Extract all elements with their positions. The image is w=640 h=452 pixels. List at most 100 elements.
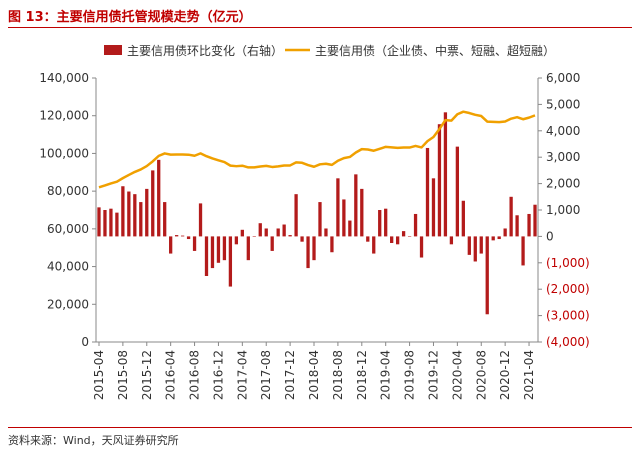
x-tick-label: 2020-08 <box>474 350 488 400</box>
bar-change <box>527 213 531 237</box>
left-tick-label: 140,000 <box>39 71 89 85</box>
bar-change <box>330 236 334 253</box>
bar-change <box>336 178 340 237</box>
bar-change <box>503 228 507 237</box>
x-tick-label: 2016-12 <box>211 350 225 400</box>
bar-change <box>401 231 406 237</box>
x-tick-label: 2016-04 <box>164 350 178 400</box>
legend-line-label: 主要信用债（企业债、中票、短融、超短融） <box>315 43 555 58</box>
bar-change <box>145 188 149 237</box>
bar-change <box>282 224 286 237</box>
bar-change <box>372 236 376 254</box>
left-tick-label: 80,000 <box>47 184 89 198</box>
bar-change <box>216 236 221 263</box>
bar-change <box>312 236 316 261</box>
bar-change <box>485 236 489 315</box>
right-tick-label: (2,000) <box>546 282 590 296</box>
bar-change <box>324 228 328 237</box>
left-tick-label: 60,000 <box>47 222 89 236</box>
right-tick-label: 2,000 <box>546 177 580 191</box>
bar-change <box>467 236 471 255</box>
bar-change <box>288 235 292 237</box>
source-divider <box>8 427 632 428</box>
x-tick-label: 2017-04 <box>235 350 249 400</box>
bar-change <box>115 212 119 237</box>
left-tick-label: 0 <box>81 335 89 349</box>
left-tick-label: 120,000 <box>39 109 89 123</box>
bar-change <box>491 236 495 241</box>
bar-change <box>252 236 256 237</box>
bar-change <box>419 236 424 258</box>
x-tick-label: 2019-12 <box>426 350 440 400</box>
bar-change <box>449 236 454 245</box>
bar-change <box>234 236 239 245</box>
legend-bar-label: 主要信用债环比变化（右轴） <box>127 43 283 58</box>
bar-change <box>240 229 244 237</box>
bar-change <box>186 236 191 240</box>
left-tick-label: 40,000 <box>47 260 89 274</box>
legend-bar-swatch <box>104 45 122 55</box>
x-tick-label: 2015-12 <box>140 350 154 400</box>
right-tick-label: (3,000) <box>546 309 590 323</box>
bar-change <box>109 208 113 237</box>
left-tick-label: 100,000 <box>39 146 89 160</box>
bar-change <box>97 207 101 237</box>
x-tick-label: 2018-12 <box>355 350 369 400</box>
bar-change <box>121 186 125 237</box>
bar-change <box>521 236 525 266</box>
bar-change <box>306 236 310 269</box>
right-tick-label: 3,000 <box>546 150 580 164</box>
bar-change <box>198 203 203 237</box>
left-tick-label: 20,000 <box>47 297 89 311</box>
bar-change <box>431 178 436 237</box>
bar-change <box>479 236 483 254</box>
right-tick-label: 6,000 <box>546 71 580 85</box>
x-tick-label: 2017-12 <box>283 350 297 400</box>
bar-change <box>413 213 418 237</box>
legend: 主要信用债环比变化（右轴） 主要信用债（企业债、中票、短融、超短融） <box>104 43 555 58</box>
bar-change <box>407 236 412 237</box>
bar-change <box>133 194 137 237</box>
x-tick-label: 2016-08 <box>188 350 202 400</box>
bar-change <box>455 146 460 237</box>
right-tick-label: (4,000) <box>546 335 590 349</box>
x-tick-label: 2018-04 <box>307 350 321 400</box>
chart-title: 图 13：主要信用债托管规模走势（亿元） <box>8 10 252 25</box>
bar-change <box>395 236 400 245</box>
line-credit-bond-balance <box>98 110 536 189</box>
bar-change <box>139 202 143 237</box>
bar-change <box>103 210 107 237</box>
bar-change <box>276 228 280 237</box>
bar-change <box>443 112 448 237</box>
bar-change <box>210 236 215 269</box>
bar-change <box>222 236 227 261</box>
bar-change <box>515 215 519 237</box>
bar-change <box>270 236 274 251</box>
bar-change <box>246 236 250 261</box>
bar-change <box>384 208 388 237</box>
bar-change <box>366 236 370 242</box>
bar-change <box>342 199 346 237</box>
bar-change <box>461 200 465 237</box>
right-tick-label: 0 <box>546 229 554 243</box>
bar-change <box>264 228 268 237</box>
bar-change <box>151 170 155 237</box>
x-tick-label: 2015-04 <box>92 350 106 400</box>
x-tick-label: 2021-04 <box>522 350 536 400</box>
bar-change <box>425 147 430 237</box>
source-note: 资料来源：Wind，天风证券研究所 <box>8 434 179 447</box>
bar-change <box>360 188 364 237</box>
bar-change <box>157 159 161 237</box>
bar-change <box>192 236 197 251</box>
right-tick-label: 5,000 <box>546 97 580 111</box>
bar-change <box>390 236 394 243</box>
bar-change <box>169 236 173 254</box>
bar-change <box>174 235 179 237</box>
bar-series <box>97 112 537 315</box>
title-divider <box>8 27 632 28</box>
bar-change <box>354 174 358 237</box>
right-tick-label: 4,000 <box>546 124 580 138</box>
bar-change <box>348 220 352 237</box>
x-tick-label: 2020-12 <box>498 350 512 400</box>
bar-change <box>163 202 167 237</box>
